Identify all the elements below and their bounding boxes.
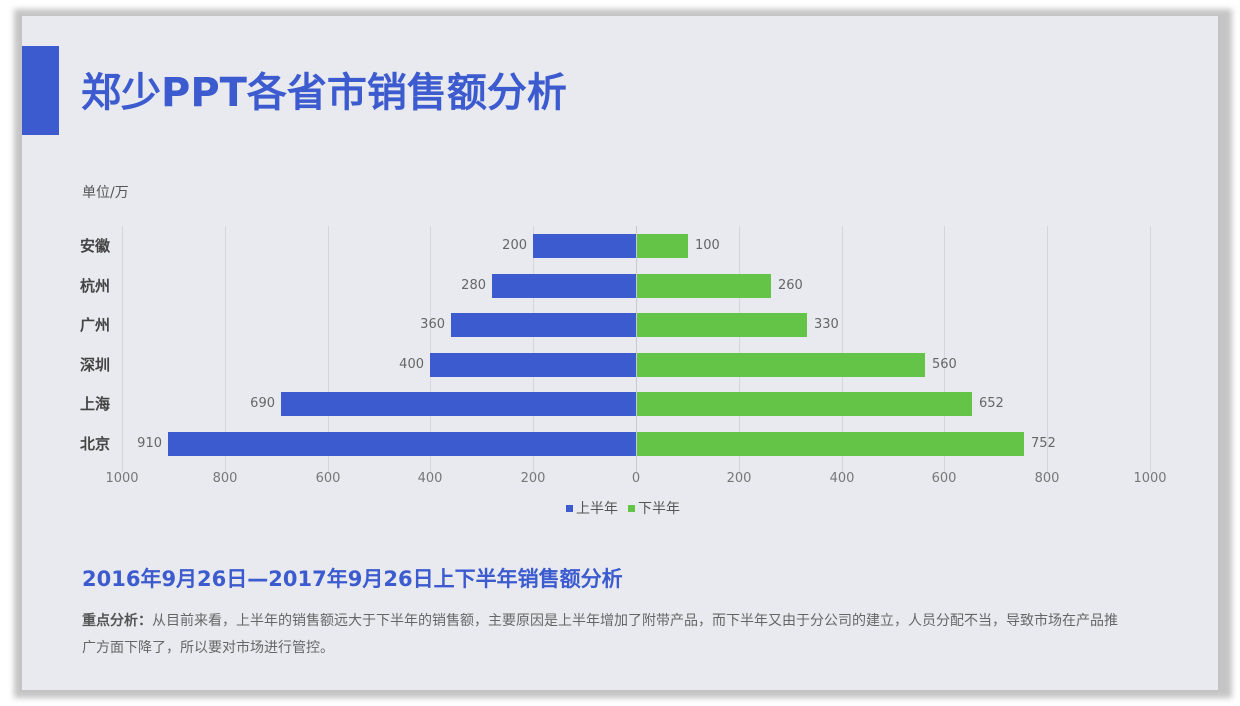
unit-label: 单位/万 [82, 185, 129, 201]
slide: 郑少PPT各省市销售额分析 单位/万 1000 800 600 400 200 0 200 4… [22, 16, 1218, 690]
category-label: 广州 [80, 316, 111, 334]
data-label: 360 [420, 317, 445, 332]
gridline [225, 226, 226, 472]
x-tick-label: 400 [417, 471, 443, 486]
bar-first-half [492, 274, 636, 298]
gridline [842, 226, 843, 472]
legend-label: 上半年 [576, 501, 618, 517]
butterfly-bar-chart: 1000 800 600 400 200 0 200 400 600 800 1000 安徽 200 10… [22, 16, 1218, 536]
gridline [1047, 226, 1048, 472]
data-label: 690 [250, 396, 275, 411]
analysis-text: 从目前来看，上半年的销售额远大于下半年的销售额，主要原因是上半年增加了附带产品，… [82, 613, 1118, 656]
bar-second-half [637, 392, 972, 416]
data-label: 400 [399, 357, 424, 372]
analysis-subtitle: 2016年9月26日—2017年9月26日上下半年销售额分析 [82, 567, 623, 591]
x-tick-label: 800 [212, 471, 238, 486]
x-tick-label: 600 [931, 471, 957, 486]
data-label: 910 [137, 436, 162, 451]
bar-first-half [430, 353, 636, 377]
data-label: 752 [1031, 436, 1056, 451]
x-tick-label: 1000 [105, 471, 139, 486]
analysis-paragraph: 重点分析：从目前来看，上半年的销售额远大于下半年的销售额，主要原因是上半年增加了… [82, 608, 1122, 662]
x-tick-label: 0 [631, 471, 641, 486]
title-accent-bar [22, 46, 59, 135]
gridline [122, 226, 123, 472]
x-tick-label: 800 [1034, 471, 1060, 486]
category-label: 杭州 [80, 277, 111, 295]
x-tick-label: 200 [726, 471, 752, 486]
legend-swatch-blue-icon [566, 504, 573, 512]
gridline [533, 226, 534, 472]
chart-legend: 上半年 下半年 [566, 498, 680, 518]
x-tick-label: 200 [520, 471, 546, 486]
bar-second-half [637, 274, 771, 298]
bar-second-half [637, 353, 925, 377]
legend-item-second-half: 下半年 [628, 498, 680, 518]
bar-second-half [637, 234, 688, 258]
legend-item-first-half: 上半年 [566, 498, 618, 518]
gridline [430, 226, 431, 472]
gridline [636, 226, 637, 472]
x-tick-label: 600 [315, 471, 341, 486]
page-title: 郑少PPT各省市销售额分析 [81, 70, 567, 116]
x-tick-label: 400 [829, 471, 855, 486]
category-label: 上海 [80, 395, 111, 413]
gridline [739, 226, 740, 472]
category-label: 安徽 [80, 237, 111, 255]
category-label: 北京 [80, 435, 111, 453]
bar-second-half [637, 313, 807, 337]
data-label: 260 [778, 278, 803, 293]
category-label: 深圳 [80, 356, 111, 374]
bar-first-half [281, 392, 636, 416]
gridline [944, 226, 945, 472]
analysis-label: 重点分析： [82, 613, 152, 629]
legend-label: 下半年 [638, 501, 680, 517]
data-label: 200 [502, 238, 527, 253]
data-label: 280 [461, 278, 486, 293]
bar-second-half [637, 432, 1024, 456]
x-tick-label: 1000 [1133, 471, 1167, 486]
data-label: 652 [979, 396, 1004, 411]
data-label: 100 [695, 238, 720, 253]
bar-first-half [533, 234, 636, 258]
bar-first-half [168, 432, 636, 456]
bar-first-half [451, 313, 636, 337]
legend-swatch-green-icon [628, 504, 635, 512]
data-label: 330 [814, 317, 839, 332]
data-label: 560 [932, 357, 957, 372]
gridline [1150, 226, 1151, 472]
gridline [328, 226, 329, 472]
